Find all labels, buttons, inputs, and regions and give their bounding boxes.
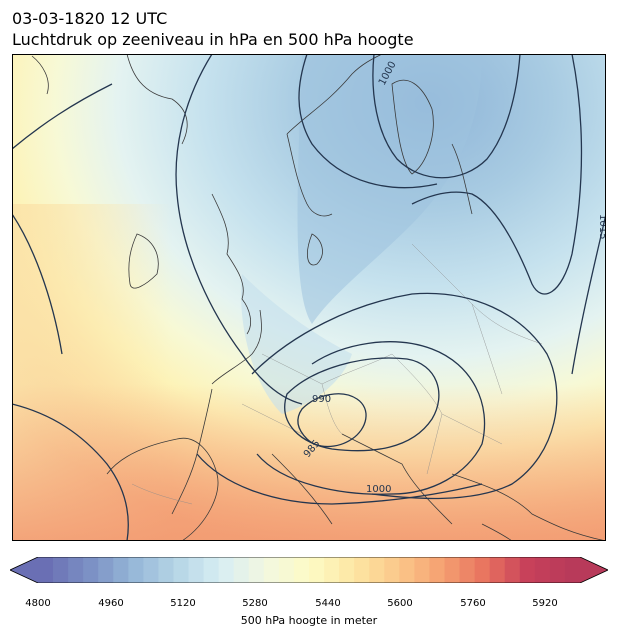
weather-map: 1000 990 985 1000 1015 <box>12 54 606 541</box>
isobar-east-south <box>411 54 583 295</box>
colorbar-bin <box>489 557 506 583</box>
colorbar-bin <box>293 557 310 583</box>
colorbar-bin <box>248 557 265 583</box>
isobars <box>12 54 606 541</box>
colorbar-tick: 5760 <box>460 598 486 609</box>
colorbar-bin <box>444 557 461 583</box>
colorbar-bin <box>354 557 370 583</box>
colorbar-bin <box>504 557 521 583</box>
isobar-1000-south <box>196 453 483 505</box>
colorbar-extend-low <box>10 557 38 583</box>
isobar-985-low <box>297 393 367 448</box>
isobar-1010-west <box>12 213 63 355</box>
colorbar-bin <box>38 557 54 583</box>
colorbar-bin <box>203 557 220 583</box>
isobar-1000-north <box>372 54 521 179</box>
colorbar-bin <box>113 557 129 583</box>
colorbar-bin <box>218 557 235 583</box>
map-subtitle: Luchtdruk op zeeniveau in hPa en 500 hPa… <box>12 30 414 49</box>
isobar-outer-north <box>298 54 438 189</box>
colorbar-tick: 5120 <box>170 598 196 609</box>
colorbar-bin <box>98 557 114 583</box>
colorbar-bin <box>158 557 175 583</box>
colorbar-tick: 5280 <box>242 598 268 609</box>
colorbar-bin <box>534 557 551 583</box>
colorbar-bin <box>233 557 250 583</box>
map-frame <box>12 54 606 541</box>
colorbar-tick: 5600 <box>387 598 413 609</box>
coastlines <box>31 54 606 541</box>
colorbar-bin <box>309 557 325 583</box>
isobar-1000-low <box>251 292 558 500</box>
colorbar-bin <box>263 557 280 583</box>
colorbar <box>10 557 608 583</box>
colorbar-bin <box>474 557 491 583</box>
map-datetime-title: 03-03-1820 12 UTC <box>12 9 168 28</box>
colorbar-bin <box>188 557 205 583</box>
isobar-1005-west <box>12 403 129 541</box>
isobar-995-low <box>256 341 486 495</box>
isobar-west-arc <box>175 54 303 405</box>
colorbar-bin <box>564 557 581 583</box>
isobar-1015-east <box>571 213 606 375</box>
colorbar-bin <box>339 557 355 583</box>
colorbar-bin <box>143 557 160 583</box>
colorbar-bin <box>399 557 415 583</box>
colorbar-bin <box>519 557 536 583</box>
colorbar-bin <box>369 557 385 583</box>
colorbar-tick: 5920 <box>532 598 558 609</box>
colorbar-tick: 4960 <box>98 598 124 609</box>
trough-core <box>297 54 482 324</box>
colorbar-bin <box>83 557 99 583</box>
colorbar-label: 500 hPa hoogte in meter <box>240 614 378 627</box>
height-field-south-ridge <box>12 384 606 541</box>
colorbar-bin <box>324 557 340 583</box>
colorbar-bin <box>384 557 400 583</box>
colorbar-bin <box>53 557 69 583</box>
isobar-label-1000-south: 1000 <box>366 484 391 495</box>
colorbar-bin <box>459 557 476 583</box>
colorbar-bin <box>173 557 190 583</box>
isobar-north-left <box>12 83 113 150</box>
colorbar-tick: 5440 <box>315 598 341 609</box>
colorbar-bin <box>414 557 431 583</box>
colorbar-bin <box>128 557 144 583</box>
colorbar-tick: 4800 <box>25 598 51 609</box>
colorbar-bin <box>549 557 566 583</box>
isobar-label-1015-edge: 1015 <box>597 214 606 239</box>
isobar-label-990: 990 <box>312 394 331 405</box>
colorbar-bin <box>429 557 446 583</box>
colorbar-extend-high <box>580 557 608 583</box>
colorbar-bin <box>68 557 84 583</box>
trough-tongue <box>241 274 352 414</box>
colorbar-bin <box>278 557 295 583</box>
